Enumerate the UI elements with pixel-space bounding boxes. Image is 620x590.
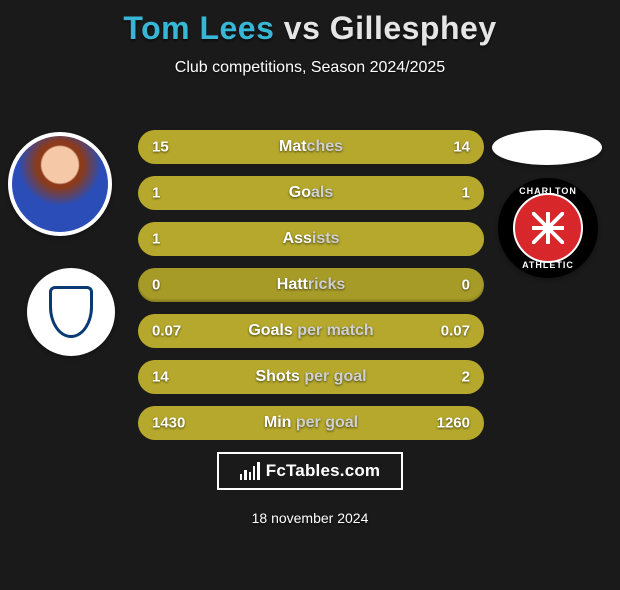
stat-row: 14 2 Shots per goal (138, 360, 484, 394)
stat-label: Shots per goal (255, 368, 366, 386)
crest-text-top: CHARLTON (500, 186, 596, 196)
fctables-logo: FcTables.com (217, 452, 403, 490)
logo-text: FcTables.com (266, 461, 381, 481)
charlton-sword-icon (513, 193, 583, 263)
stat-value-player2: 2 (462, 369, 470, 386)
stat-label: Goals per match (248, 322, 373, 340)
stat-label: Assists (283, 230, 340, 248)
stat-row: 1 1 Goals (138, 176, 484, 210)
player2-club-crest: CHARLTON ATHLETIC (498, 178, 598, 278)
player1-photo (8, 132, 112, 236)
date-text: 18 november 2024 (0, 510, 620, 526)
stat-label: Hattricks (277, 276, 345, 294)
subtitle: Club competitions, Season 2024/2025 (0, 59, 620, 77)
stat-label: Min per goal (264, 414, 358, 432)
stat-row: 1430 1260 Min per goal (138, 406, 484, 440)
bar-fill-right (311, 176, 484, 210)
bar-fill-left (138, 176, 311, 210)
stat-label: Matches (279, 138, 343, 156)
stat-rows: 15 14 Matches 1 1 Goals 1 Assists 0 0 Hattricks 0.0… (138, 130, 484, 452)
comparison-title: Tom Lees vs Gillesphey (0, 10, 620, 47)
stat-label: Goals (289, 184, 333, 202)
stat-value-player1: 1 (152, 185, 160, 202)
stat-row: 1 Assists (138, 222, 484, 256)
stat-value-player1: 0 (152, 277, 160, 294)
stat-value-player2: 14 (453, 139, 470, 156)
player1-name: Tom Lees (123, 10, 274, 46)
stat-value-player1: 1430 (152, 415, 185, 432)
stat-value-player1: 14 (152, 369, 169, 386)
vs-text: vs (284, 10, 321, 46)
stat-row: 0.07 0.07 Goals per match (138, 314, 484, 348)
player1-club-crest (27, 268, 115, 356)
player2-photo (492, 130, 602, 165)
player2-name: Gillesphey (330, 10, 497, 46)
stat-value-player2: 1260 (437, 415, 470, 432)
stat-value-player2: 1 (462, 185, 470, 202)
stat-value-player1: 15 (152, 139, 169, 156)
stat-value-player1: 1 (152, 231, 160, 248)
bars-icon (240, 462, 260, 480)
stat-row: 15 14 Matches (138, 130, 484, 164)
crest-text-bottom: ATHLETIC (500, 260, 596, 270)
stat-value-player2: 0.07 (441, 323, 470, 340)
stat-value-player1: 0.07 (152, 323, 181, 340)
stat-row: 0 0 Hattricks (138, 268, 484, 302)
stat-value-player2: 0 (462, 277, 470, 294)
